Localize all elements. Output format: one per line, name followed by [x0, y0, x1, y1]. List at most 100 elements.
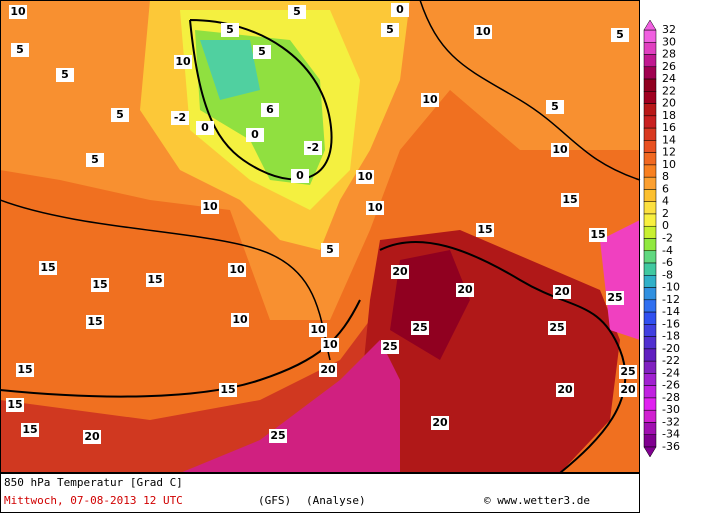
- colorbar-cell: [643, 311, 657, 325]
- colorbar-label: -16: [662, 317, 680, 330]
- label-box: [174, 55, 192, 69]
- region-coldest: [200, 40, 260, 100]
- colorbar-label: -8: [662, 268, 673, 281]
- label-box: [474, 25, 492, 39]
- label-box: [246, 128, 264, 142]
- contour-label: 5: [16, 43, 24, 56]
- label-box: [261, 103, 279, 117]
- label-box: [619, 365, 637, 379]
- colorbar-label: 6: [662, 182, 669, 195]
- colorbar-label: 20: [662, 97, 676, 110]
- colorbar-label: 24: [662, 72, 676, 85]
- colorbar-cell: [643, 250, 657, 264]
- colorbar-label: -34: [662, 428, 680, 441]
- label-box: [146, 273, 164, 287]
- colorbar-cell: [643, 409, 657, 423]
- source: © www.wetter3.de: [484, 494, 590, 507]
- contour-label: 10: [232, 313, 248, 326]
- label-box: [611, 28, 629, 42]
- contour-label: 10: [310, 323, 326, 336]
- label-box: [269, 429, 287, 443]
- contour-label: 20: [432, 416, 448, 429]
- label-box: [381, 340, 399, 354]
- colorbar-label: -24: [662, 366, 680, 379]
- contour-label: 5: [258, 45, 266, 58]
- contour-label: 25: [549, 321, 564, 334]
- label-box: [111, 108, 129, 122]
- colorbar-arrow-bottom: [643, 446, 657, 458]
- contour-label: 0: [251, 128, 259, 141]
- colorbar-cell: [643, 66, 657, 80]
- contour-label: 15: [92, 278, 107, 291]
- colorbar-cell: [643, 78, 657, 92]
- contour-label: 20: [457, 283, 473, 296]
- colorbar-cell: [643, 336, 657, 350]
- label-box: [39, 261, 57, 275]
- contour-label: 15: [562, 193, 577, 206]
- label-box: [456, 283, 474, 297]
- contour-label: 15: [87, 315, 102, 328]
- contour-label: 25: [620, 365, 635, 378]
- contour-label: -2: [174, 111, 186, 124]
- label-box: [548, 321, 566, 335]
- contour-label: 20: [84, 430, 100, 443]
- colorbar-cell: [643, 164, 657, 178]
- contour-label: -2: [307, 141, 319, 154]
- colorbar-cell: [643, 299, 657, 313]
- colorbar-cell: [643, 54, 657, 68]
- colorbar-cell: [643, 360, 657, 374]
- colorbar-label: 26: [662, 60, 676, 73]
- contour-label: 15: [590, 228, 605, 241]
- colorbar-cell: [643, 262, 657, 276]
- contour-label: 5: [386, 23, 394, 36]
- isotherm: [419, 0, 641, 181]
- contour-label: 20: [392, 265, 408, 278]
- contour-label: 10: [202, 200, 218, 213]
- label-box: [381, 23, 399, 37]
- contour-label: 10: [422, 93, 438, 106]
- label-box: [171, 111, 189, 125]
- contour-label: 10: [367, 201, 383, 214]
- contour-label: 15: [147, 273, 162, 286]
- label-box: [231, 313, 249, 327]
- contour-label: 10: [357, 170, 373, 183]
- colorbar-label: 4: [662, 195, 669, 208]
- contour-label: 5: [326, 243, 334, 256]
- contour-label: 10: [475, 25, 491, 38]
- contour-label: 0: [396, 3, 404, 16]
- contour-label: 5: [226, 23, 234, 36]
- contour-label: 5: [61, 68, 69, 81]
- colorbar-cell: [643, 213, 657, 227]
- contour-label: 20: [620, 383, 636, 396]
- label-box: [356, 170, 374, 184]
- colorbar-label: -22: [662, 354, 680, 367]
- label-box: [219, 383, 237, 397]
- label-box: [86, 315, 104, 329]
- colorbar-label: -36: [662, 440, 680, 453]
- isotherm: [379, 241, 627, 474]
- label-box: [391, 3, 409, 17]
- colorbar-label: -28: [662, 391, 680, 404]
- contour-label: 20: [320, 363, 336, 376]
- region-very-hot: [180, 340, 400, 473]
- label-box: [391, 265, 409, 279]
- label-box: [21, 423, 39, 437]
- region-extreme: [600, 220, 640, 340]
- label-box: [309, 323, 327, 337]
- label-box: [56, 68, 74, 82]
- colorbar-cell: [643, 373, 657, 386]
- colorbar-label: 10: [662, 158, 676, 171]
- contour-label: 5: [616, 28, 624, 41]
- colorbar-cell: [643, 140, 657, 153]
- colorbar-cell: [643, 422, 657, 435]
- map-title: 850 hPa Temperatur [Grad C]: [4, 476, 183, 489]
- contour-label: 10: [552, 143, 568, 156]
- colorbar-cell: [643, 287, 657, 301]
- run: (Analyse): [306, 494, 366, 507]
- model: (GFS): [258, 494, 291, 507]
- contour-label: 10: [322, 338, 338, 351]
- contour-label: 6: [266, 103, 274, 116]
- colorbar-label: 2: [662, 207, 669, 220]
- contour-label: 15: [40, 261, 55, 274]
- label-box: [476, 223, 494, 237]
